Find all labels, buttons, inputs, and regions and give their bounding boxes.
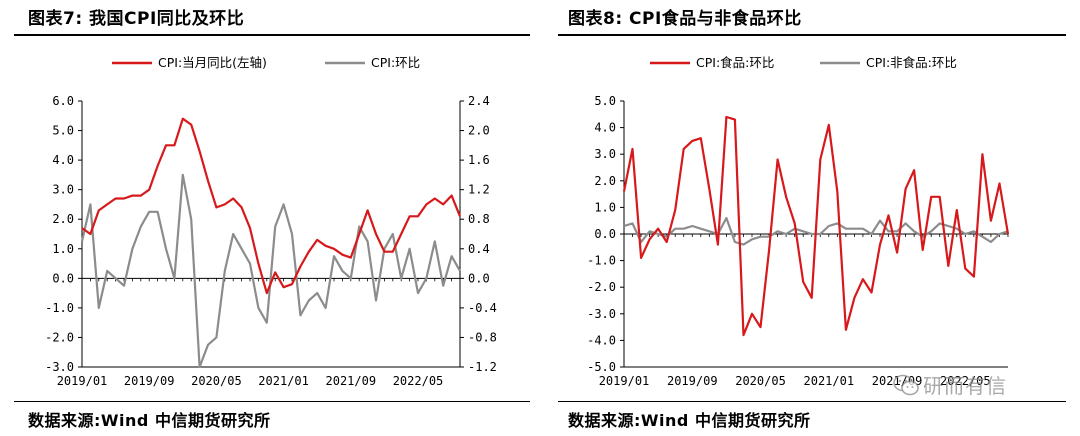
chart-title: 图表8: CPI食品与非食品环比: [568, 9, 802, 29]
x-tick-label: 2019/09: [667, 374, 718, 388]
y-right-tick-label: 1.6: [468, 153, 490, 167]
y-right-tick-label: -1.2: [468, 360, 497, 374]
y-left-tick-label: -4.0: [587, 333, 616, 347]
y-left-tick-label: 2.0: [52, 212, 74, 226]
y-left-tick-label: -1.0: [587, 254, 616, 268]
y-right-tick-label: -0.8: [468, 330, 497, 344]
y-right-tick-label: 2.4: [468, 94, 490, 108]
series-line-0: [622, 115, 1010, 337]
x-tick-label: 2021/09: [326, 374, 377, 388]
y-left-tick-label: -2.0: [45, 330, 74, 344]
y-left-tick-label: -1.0: [45, 301, 74, 315]
series-line-1: [80, 173, 461, 369]
y-right-tick-label: -0.4: [468, 301, 497, 315]
x-tick-label: 2019/09: [124, 374, 175, 388]
y-right-tick-label: 0.8: [468, 212, 490, 226]
data-source: 数据来源:Wind 中信期货研究所: [28, 411, 271, 430]
x-tick-label: 2022/05: [940, 374, 991, 388]
y-right-tick-label: 2.0: [468, 124, 490, 138]
y-left-tick-label: 1.0: [594, 200, 616, 214]
y-left-tick-label: 5.0: [52, 124, 74, 138]
data-source: 数据来源:Wind 中信期货研究所: [568, 411, 811, 430]
chart-panel-cpi-food-nonfood: 图表8: CPI食品与非食品环比 5.0 4.0 3.0 2.0 1.0 0.0 -1.0 -…: [558, 0, 1080, 436]
x-tick-label: 2021/01: [804, 374, 855, 388]
chart-panel-cpi-yoy-mom: 图表7: 我国CPI同比及环比 6.0 5.0 4.0 3.0 2.0 1.0 0.0 -1.…: [14, 9, 530, 430]
y-left-tick-label: 3.0: [52, 183, 74, 197]
y-left-tick-label: -2.0: [587, 280, 616, 294]
y-left-tick-label: 4.0: [52, 153, 74, 167]
y-left-tick-label: 5.0: [594, 94, 616, 108]
y-left-tick-label: 0.0: [594, 227, 616, 241]
y-left-tick-label: 0.0: [52, 271, 74, 285]
y-left-tick-label: 4.0: [594, 121, 616, 135]
x-tick-label: 2019/01: [57, 374, 108, 388]
source-rule: [14, 401, 530, 402]
y-right-tick-label: 1.2: [468, 183, 490, 197]
legend-label: CPI:非食品:环比: [866, 55, 957, 70]
y-left-tick-label: -5.0: [587, 360, 616, 374]
y-left-tick-label: -3.0: [45, 360, 74, 374]
x-tick-label: 2020/05: [735, 374, 786, 388]
legend-label: CPI:环比: [371, 55, 420, 70]
legend-label: CPI:食品:环比: [696, 55, 774, 70]
cpi-food-nonfood-chart: 5.04.03.02.01.00.0-1.0-2.0-3.0-4.0-5.020…: [587, 55, 1010, 388]
y-left-tick-label: 1.0: [52, 242, 74, 256]
x-tick-label: 2021/01: [258, 374, 309, 388]
title-rule: [558, 34, 1066, 36]
y-left-tick-label: 6.0: [52, 94, 74, 108]
y-left-tick-label: 2.0: [594, 174, 616, 188]
legend-label: CPI:当月同比(左轴): [158, 55, 267, 70]
x-tick-label: 2020/05: [191, 374, 242, 388]
source-rule: [558, 401, 1066, 402]
x-tick-label: 2022/05: [393, 374, 444, 388]
chart-title: 图表7: 我国CPI同比及环比: [28, 9, 245, 29]
watermark: 研而有信: [893, 370, 1007, 399]
wechat-icon: [893, 374, 919, 396]
x-tick-label: 2019/01: [599, 374, 650, 388]
cpi-yoy-mom-chart: 6.0 5.0 4.0 3.0 2.0 1.0 0.0 -1.0 -2.0 -3.0 2.4 2.0 1…: [45, 55, 497, 388]
y-left-tick-label: 3.0: [594, 147, 616, 161]
y-right-tick-label: 0.4: [468, 242, 490, 256]
series-line-0: [81, 117, 462, 295]
title-rule: [14, 34, 530, 36]
y-left-tick-label: -3.0: [587, 307, 616, 321]
watermark-text: 研而有信: [923, 374, 1007, 398]
y-right-tick-label: 0.0: [468, 271, 490, 285]
